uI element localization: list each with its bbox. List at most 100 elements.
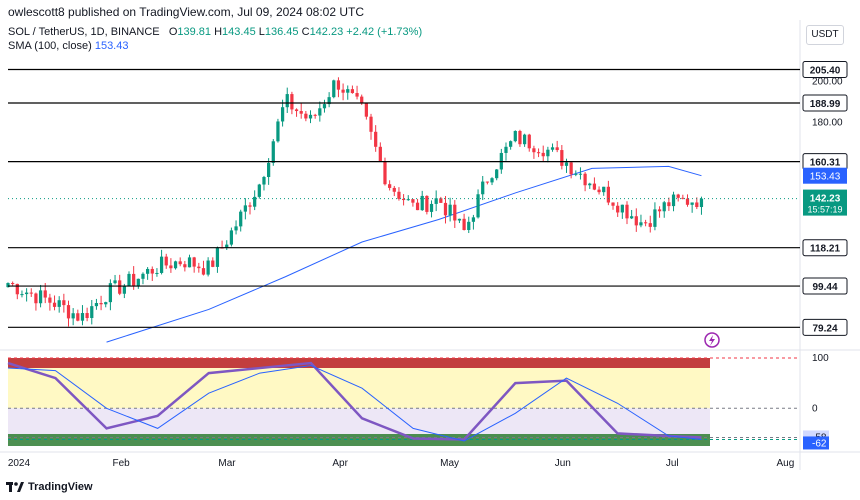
- candle-body: [34, 293, 38, 304]
- candle-body: [257, 184, 261, 197]
- countdown-label: 15:57:19: [807, 205, 842, 215]
- candle-body: [322, 104, 327, 109]
- candle-body: [369, 116, 373, 132]
- candle-body: [527, 134, 531, 149]
- candle-body: [453, 204, 457, 221]
- candle-body: [513, 130, 517, 142]
- candle-body: [620, 204, 624, 213]
- candle-body: [616, 205, 620, 213]
- candle-body: [509, 141, 513, 147]
- candle-body: [341, 89, 345, 93]
- candle-body: [346, 89, 350, 93]
- candle-body: [504, 146, 508, 153]
- candle-body: [643, 222, 648, 224]
- x-tick-label: Mar: [218, 458, 236, 469]
- osc-series-line: [7, 361, 702, 441]
- sma-label: SMA (100, close): [8, 40, 92, 52]
- candle-body: [318, 108, 322, 116]
- candle-body: [397, 191, 401, 199]
- ohlc-close-label: C: [301, 26, 310, 38]
- candle-body: [66, 305, 71, 319]
- x-tick-label: Jun: [555, 458, 571, 469]
- candle-body: [657, 209, 662, 212]
- candle-body: [201, 268, 206, 275]
- osc-top-band: [8, 358, 710, 368]
- candle-body: [146, 268, 150, 274]
- candle-body: [690, 202, 694, 205]
- candle-body: [546, 149, 550, 157]
- candle-body: [555, 147, 559, 151]
- candle-body: [173, 261, 178, 269]
- candle-body: [364, 102, 368, 117]
- candle-body: [132, 273, 136, 286]
- candle-body: [304, 113, 308, 119]
- candle-body: [234, 226, 238, 231]
- candle-body: [415, 202, 420, 211]
- candle-body: [271, 141, 275, 163]
- level-label: 99.44: [812, 282, 837, 293]
- candle-body: [564, 162, 569, 166]
- ohlc-open-label: O: [168, 26, 178, 38]
- x-tick-label: Feb: [113, 458, 131, 469]
- ohlc-low-label: L: [258, 26, 265, 38]
- sma-legend[interactable]: SMA (100, close) 153.43: [8, 40, 128, 52]
- ohlc-high-label: H: [214, 26, 223, 38]
- ohlc-close: 142.23: [309, 26, 344, 38]
- candle-body: [29, 292, 33, 294]
- sma-line: [106, 165, 702, 343]
- osc-label-box: [803, 401, 829, 415]
- candle-body: [518, 130, 522, 145]
- candle-body: [443, 202, 448, 216]
- candle-body: [113, 280, 117, 284]
- candle-body: [169, 265, 173, 269]
- candle-body: [671, 194, 676, 207]
- candle-body: [634, 216, 638, 226]
- currency-button[interactable]: USDT: [806, 25, 844, 45]
- candle-body: [695, 202, 699, 208]
- candle-body: [136, 278, 140, 286]
- lightning-icon: [704, 332, 720, 348]
- candle-body: [118, 280, 122, 294]
- candle-body: [229, 230, 234, 245]
- osc-label-box: [803, 436, 829, 450]
- candle-body: [583, 173, 587, 186]
- level-label-box: [802, 318, 848, 336]
- candle-body: [429, 203, 434, 212]
- candle-body: [448, 204, 452, 216]
- candle-body: [104, 302, 108, 305]
- ohlc-change: +2.42 (+1.73%): [346, 26, 423, 38]
- candle-body: [80, 313, 85, 321]
- candle-body: [267, 162, 271, 178]
- osc-label: 0: [812, 403, 818, 414]
- symbol-legend[interactable]: SOL / TetherUS, 1D, BINANCE O139.81 H143…: [8, 26, 422, 38]
- candle-body: [43, 290, 47, 298]
- candle-body: [560, 150, 564, 166]
- candle-body: [592, 183, 597, 190]
- candle-body: [350, 89, 355, 94]
- candle-body: [597, 189, 601, 193]
- candle-body: [485, 181, 489, 183]
- level-label: 79.24: [812, 323, 837, 334]
- candle-body: [532, 148, 536, 153]
- candle-body: [462, 218, 466, 231]
- candle-body: [541, 152, 545, 157]
- candle-body: [383, 161, 387, 185]
- level-label: 188.99: [810, 99, 841, 110]
- candle-body: [141, 273, 145, 279]
- candle-body: [253, 196, 257, 207]
- candle-body: [522, 134, 527, 145]
- x-tick-label: 2024: [8, 458, 31, 469]
- candle-body: [327, 97, 331, 105]
- candle-body: [401, 198, 406, 201]
- candle-body: [550, 147, 555, 150]
- candle-body: [606, 186, 610, 203]
- sma-price-box: [803, 167, 847, 184]
- ohlc-high: 143.45: [222, 26, 256, 38]
- candle-body: [332, 80, 336, 98]
- candle-body: [225, 244, 229, 248]
- x-tick-label: Aug: [777, 458, 795, 469]
- candle-body: [457, 218, 462, 221]
- osc-label: -62: [812, 438, 827, 449]
- candle-body: [467, 221, 471, 231]
